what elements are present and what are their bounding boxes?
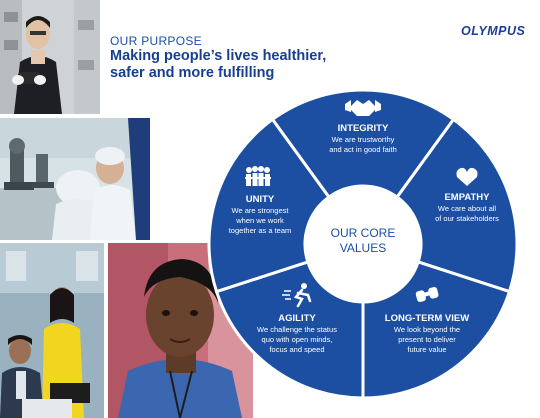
purpose-headline: Making people’s lives healthier, safer a… [110,48,370,82]
value-desc: We are strongest [232,206,290,215]
value-integrity: INTEGRITY We are trustworthy and act in … [329,100,397,154]
runner-icon [282,283,312,308]
value-desc: We are trustworthy [332,135,395,144]
value-title: UNITY [246,194,275,205]
value-desc: when we work [235,216,284,225]
segment-long-term-view [361,260,512,400]
segment-integrity [270,88,456,200]
value-title: EMPATHY [444,192,490,203]
value-segments [207,88,519,400]
headline-line-2: safer and more fulfilling [110,65,275,81]
value-desc: We challenge the status [257,325,337,334]
value-desc: focus and speed [269,345,324,354]
value-agility: AGILITY We challenge the status quo with… [257,283,337,354]
value-desc: of our stakeholders [435,214,499,223]
value-desc: together as a team [229,226,292,235]
core-label-line-2: VALUES [340,241,386,255]
segment-unity [207,117,332,294]
purpose-label: OUR PURPOSE [110,34,202,48]
value-desc: present to deliver [398,335,456,344]
photo-executive [0,0,100,114]
value-desc: future value [407,345,446,354]
olympus-logo: OLYMPUS [461,24,526,38]
binoculars-icon [415,286,439,302]
value-title: LONG-TERM VIEW [385,313,469,324]
core-center-circle [309,190,417,298]
value-desc: We care about all [438,204,497,213]
headline-line-1: Making people’s lives healthier, [110,48,327,64]
photo-engineers [0,243,104,418]
photo-lab-technicians [0,118,150,240]
segment-empathy [394,117,519,294]
segment-agility [214,260,365,400]
value-title: INTEGRITY [338,123,389,134]
value-empathy: EMPATHY We care about all of our stakeho… [435,167,499,223]
core-values-wheel: OUR CORE VALUES INTEGRITY We are trustwo… [207,88,519,400]
team-icon [245,166,271,186]
value-unity: UNITY We are strongest when we work toge… [229,166,292,235]
value-desc: and act in good faith [329,145,397,154]
value-desc: We look beyond the [394,325,460,334]
heart-icon [456,167,478,186]
core-label-line-1: OUR CORE [331,226,396,240]
value-title: AGILITY [278,313,316,324]
value-long-term-view: LONG-TERM VIEW We look beyond the presen… [385,286,469,354]
handshake-icon [345,100,381,116]
value-desc: quo with open minds, [262,335,333,344]
